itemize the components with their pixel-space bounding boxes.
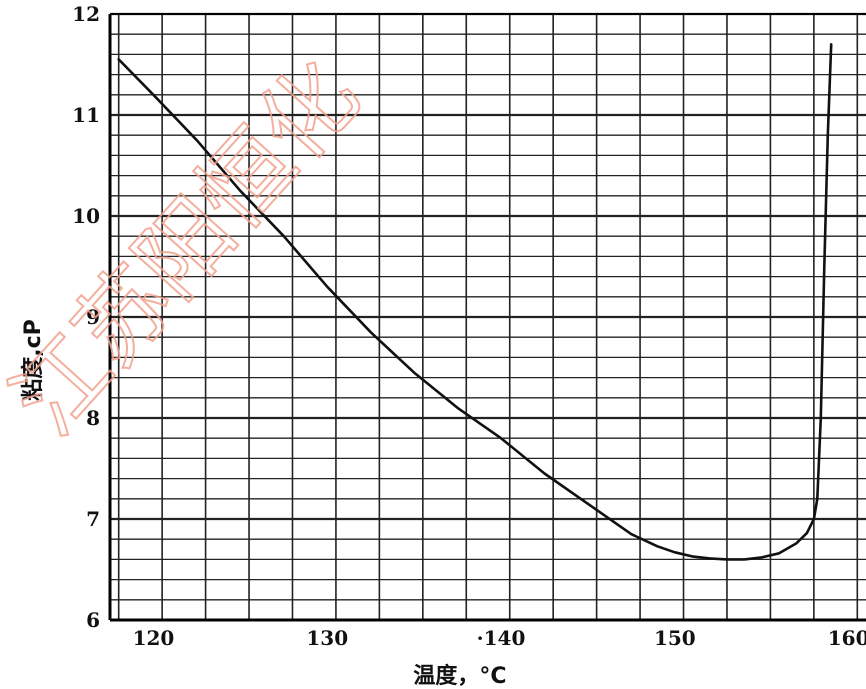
y-tick-label: 11	[72, 103, 100, 127]
x-tick-labels: 120 130 ·140 150 160	[133, 626, 866, 650]
y-tick-labels: 6 7 8 9 10 11 12	[72, 2, 100, 632]
y-tick-label: 9	[86, 305, 100, 329]
y-tick-label: 8	[86, 406, 100, 430]
x-tick-label: 150	[654, 626, 696, 650]
series-line-0	[117, 43, 833, 561]
watermark-text: 江苏阳恒化	[0, 41, 379, 454]
y-axis-title: 粘度,cP	[20, 319, 46, 401]
plot-frame	[108, 13, 866, 622]
y-tick-label: 7	[86, 507, 100, 531]
x-tick-label: 130	[306, 626, 348, 650]
y-tick-label: 6	[86, 608, 100, 632]
y-tick-label: 12	[72, 2, 100, 26]
chart-grid	[110, 12, 866, 622]
x-axis-title: 温度，°C	[413, 663, 506, 689]
x-tick-label: 160	[828, 626, 866, 650]
x-tick-label: 120	[133, 626, 175, 650]
y-tick-label: 10	[72, 204, 100, 228]
series-layer	[117, 43, 833, 561]
x-tick-label: ·140	[477, 626, 526, 650]
